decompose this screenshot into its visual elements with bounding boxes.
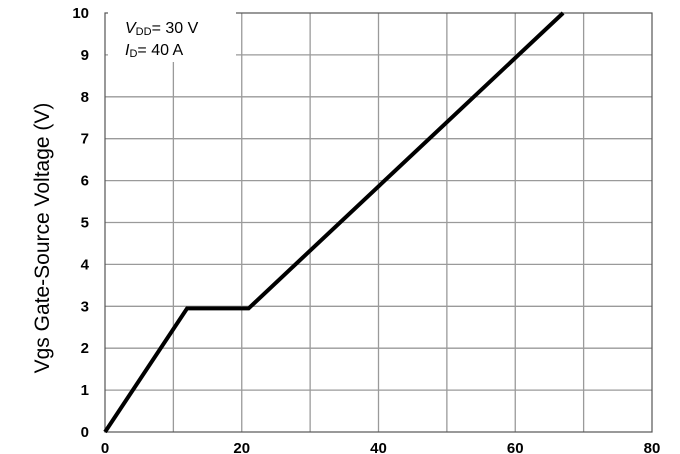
- annotation-id: ID= 40 A: [125, 42, 184, 60]
- y-tick-label: 1: [81, 382, 89, 399]
- x-tick-label: 0: [101, 440, 109, 454]
- plot-frame: [104, 12, 653, 433]
- x-tick-label: 60: [507, 440, 524, 454]
- y-tick-label: 10: [72, 5, 89, 22]
- y-tick-label: 6: [81, 173, 89, 190]
- grid: [105, 13, 652, 432]
- y-tick-label: 2: [81, 340, 89, 357]
- y-tick-label: 5: [81, 215, 89, 232]
- x-axis-ticks: 0 20 40 60 80: [101, 440, 661, 454]
- y-tick-label: 8: [81, 89, 89, 106]
- y-axis-label: Vgs Gate-Source Voltage (V): [31, 103, 54, 374]
- y-tick-label: 7: [81, 131, 89, 148]
- annotation-vdd: VDD= 30 V: [125, 20, 199, 38]
- y-tick-label: 0: [81, 424, 89, 441]
- y-axis-ticks: 0 1 2 3 4 5 6 7 8 9 10: [72, 5, 89, 441]
- series-group: [103, 11, 565, 434]
- y-tick-label: 4: [81, 256, 90, 273]
- annotation-box: [108, 12, 236, 62]
- series-line: [103, 11, 565, 434]
- x-tick-label: 40: [370, 440, 387, 454]
- y-tick-label: 9: [81, 47, 89, 64]
- x-tick-label: 20: [233, 440, 250, 454]
- x-tick-label: 80: [644, 440, 661, 454]
- y-tick-label: 3: [81, 298, 89, 315]
